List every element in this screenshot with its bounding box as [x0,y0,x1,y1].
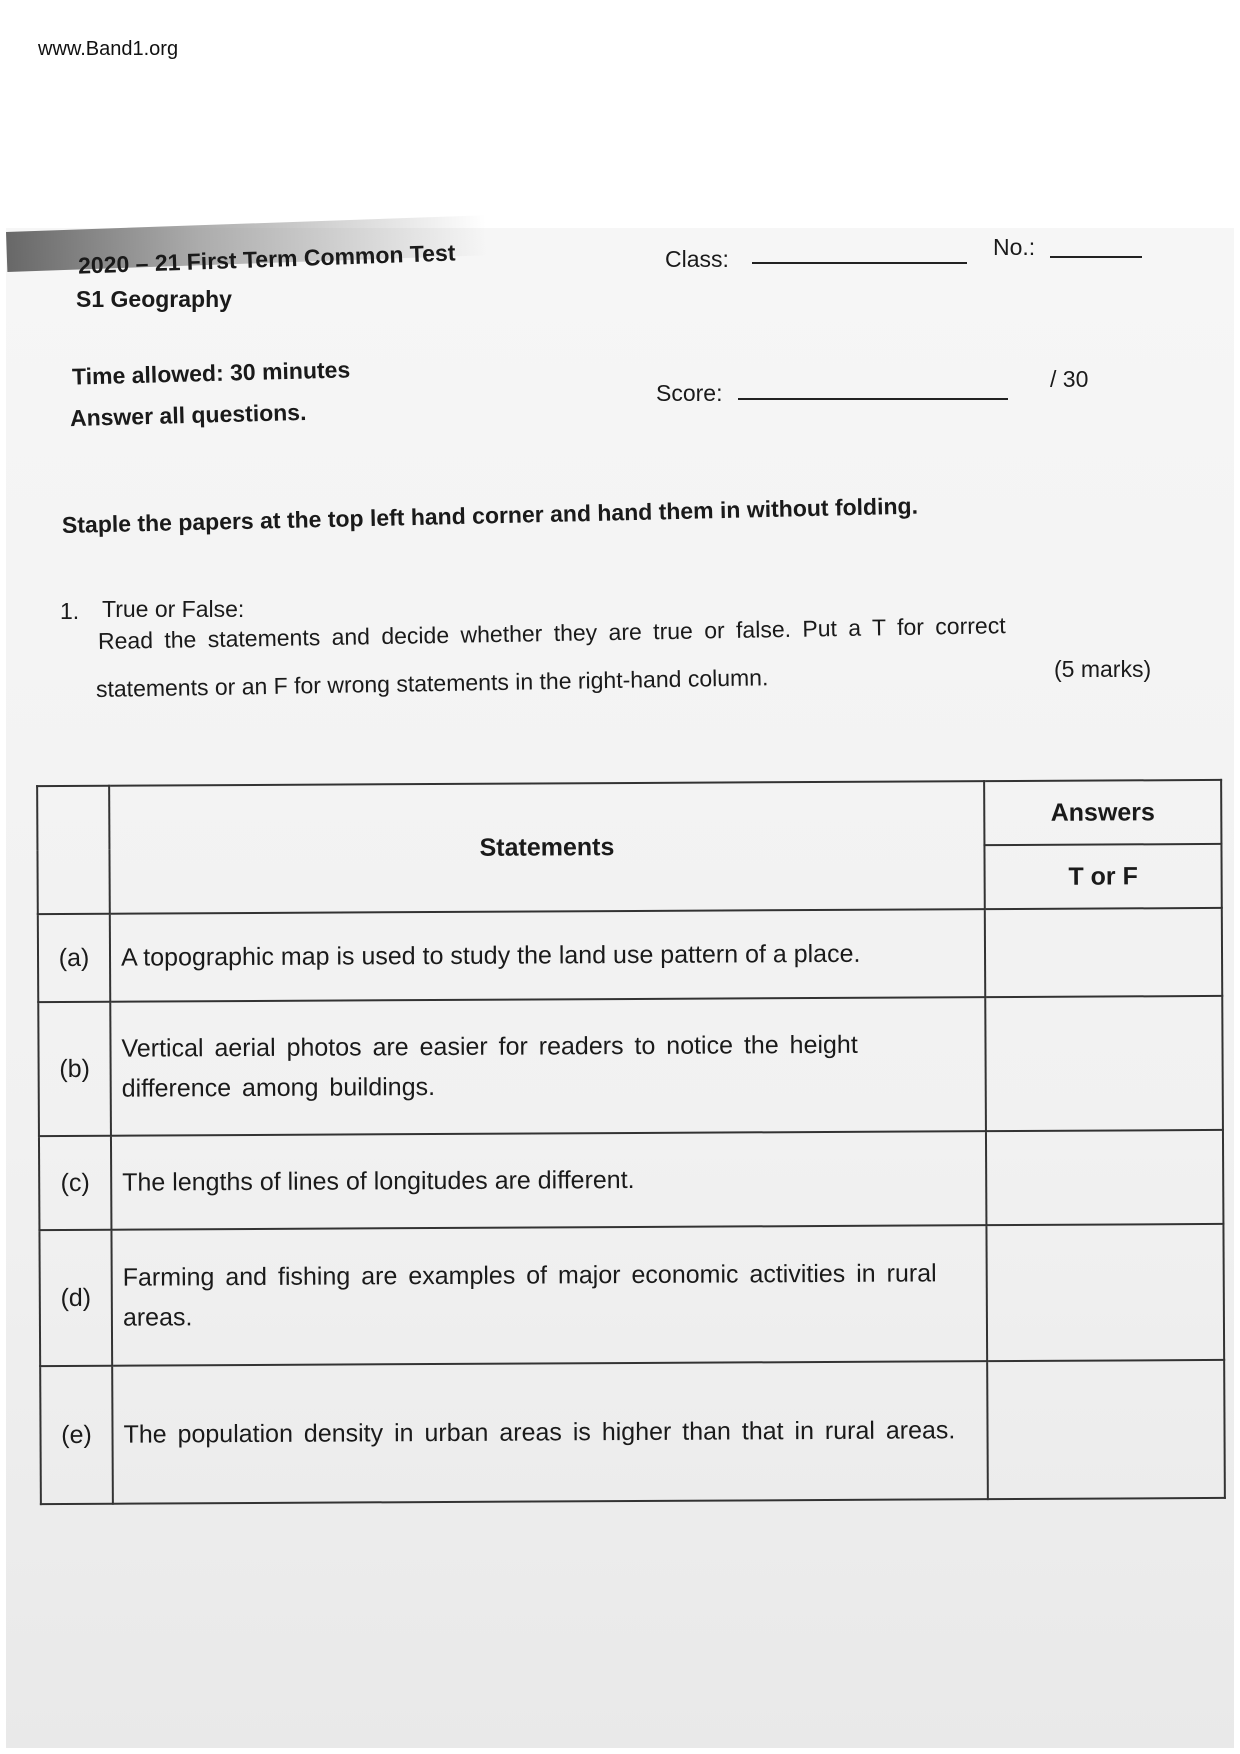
subject: S1 Geography [76,286,232,312]
row-statement: Farming and fishing are examples of majo… [111,1225,988,1366]
class-label: Class: [665,246,729,272]
true-false-table: Statements Answers T or F (a) A topograp… [36,779,1226,1505]
score-field[interactable] [738,398,1008,400]
table-row: (a) A topographic map is used to study t… [37,907,1223,1003]
no-label: No.: [993,234,1036,260]
watermark: www.Band1.org [38,38,179,60]
answer-cell[interactable] [985,1129,1224,1226]
row-label: (e) [40,1365,113,1505]
row-statement: Vertical aerial photos are easier for re… [110,997,986,1136]
row-statement: The lengths of lines of longitudes are d… [110,1131,987,1230]
table-row: (e) The population density in urban area… [40,1359,1225,1505]
answers-subheader: T or F [984,843,1222,910]
row-label: (c) [38,1135,112,1231]
table-row: (d) Farming and fishing are examples of … [39,1223,1225,1367]
exam-paper [6,228,1234,1748]
question-marks: (5 marks) [1054,656,1152,682]
score-label: Score: [656,380,723,406]
answer-cell[interactable] [985,995,1223,1132]
answer-cell[interactable] [986,1223,1225,1362]
table-row: (c) The lengths of lines of longitudes a… [38,1129,1224,1231]
answer-cell[interactable] [984,907,1223,998]
row-label: (a) [37,913,111,1003]
row-statement: A topographic map is used to study the l… [109,909,986,1002]
row-label: (b) [38,1001,111,1137]
answers-header: Answers [984,779,1222,846]
score-total: / 30 [1050,366,1089,392]
question-title: True or False: [102,596,245,622]
label-header [37,785,110,915]
row-statement: The population density in urban areas is… [112,1361,988,1504]
table-row: (b) Vertical aerial photos are easier fo… [38,995,1223,1137]
class-field[interactable] [752,262,967,264]
row-label: (d) [39,1229,113,1367]
no-field[interactable] [1050,256,1142,258]
statements-header: Statements [109,781,985,914]
question-number: 1. [60,598,80,624]
answer-cell[interactable] [987,1359,1225,1500]
